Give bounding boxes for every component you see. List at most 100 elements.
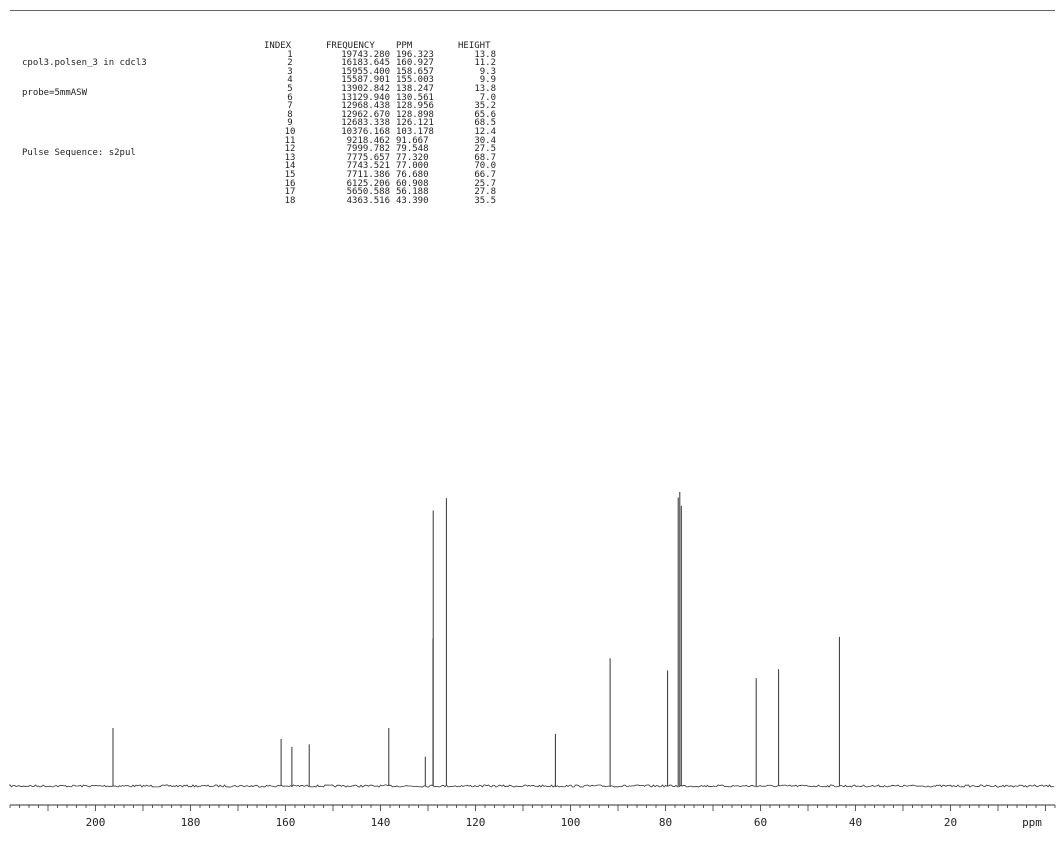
- x-axis-ticks: 200 180 160 140 120 100 80 60 40 20: [9, 805, 1056, 829]
- peak-height: 27.8: [474, 187, 496, 198]
- peak-ppm: 91.667: [396, 135, 429, 146]
- table-row: 15 7711.386 76.680 66.7: [258, 171, 496, 180]
- peak-ppm: 155.003: [396, 75, 434, 86]
- tick-label: 60: [754, 816, 767, 829]
- peak-frequency: 13902.842: [341, 83, 390, 94]
- peak-ppm: 60.908: [396, 178, 429, 189]
- table-row: 17 5650.588 56.188 27.8: [258, 188, 496, 197]
- peak-index: 10: [284, 126, 296, 137]
- table-row: 14 7743.521 77.000 70.0: [258, 162, 496, 171]
- peak-index: 5: [287, 83, 293, 94]
- table-row: 10 10376.168 103.178 12.4: [258, 128, 496, 137]
- peak-ppm: 128.898: [396, 109, 434, 120]
- peak-height: 13.8: [474, 83, 496, 94]
- peak-frequency: 19743.280: [341, 49, 390, 60]
- peak-height: 9.3: [479, 66, 496, 77]
- peak-height: 65.6: [474, 109, 496, 120]
- peak-ppm: 43.390: [396, 195, 429, 206]
- peak-index: 4: [287, 75, 293, 86]
- peak-height: 12.4: [474, 126, 496, 137]
- peak-height: 70.0: [474, 161, 496, 172]
- acquisition-info: cpol3.polsen_3 in cdcl3 probe=5mmASW Pul…: [22, 38, 147, 168]
- probe-info: probe=5mmASW: [22, 88, 88, 98]
- peak-ppm: 130.561: [396, 92, 434, 103]
- peak-index: 6: [287, 92, 293, 103]
- column-header-height: HEIGHT: [458, 41, 491, 51]
- peak-height: 13.8: [474, 49, 496, 60]
- peak-height: 68.7: [474, 152, 496, 163]
- peak-frequency: 13129.940: [341, 92, 390, 103]
- peak-table: INDEX FREQUENCY PPM HEIGHT 1 19743.280 196…: [258, 42, 496, 205]
- peak-ppm: 128.956: [396, 101, 434, 112]
- peak-index: 3: [287, 66, 293, 77]
- tick-label: 160: [276, 816, 296, 829]
- peak-index: 12: [284, 144, 296, 155]
- peak-height: 35.5: [474, 195, 496, 206]
- table-row: 2 16183.645 160.927 11.2: [258, 59, 496, 68]
- peak-index: 7: [287, 101, 293, 112]
- peak-index: 17: [284, 187, 296, 198]
- table-row: 7 12968.438 128.956 35.2: [258, 102, 496, 111]
- top-rule: [10, 10, 1055, 11]
- tick-label: 80: [659, 816, 672, 829]
- table-row: 16 6125.206 60.908 25.7: [258, 178, 496, 189]
- table-row: 11 9218.462 91.667 30.4: [258, 135, 496, 146]
- table-row: 9 12683.338 126.121 68.5: [258, 119, 496, 128]
- peak-height: 68.5: [474, 118, 496, 129]
- spectrum-baseline: [9, 783, 1055, 788]
- peak-frequency: 15587.901: [341, 75, 390, 86]
- peak-index: 14: [284, 161, 296, 172]
- table-row: 8 12962.670 128.898 65.6: [258, 109, 496, 120]
- peak-height: 11.2: [474, 58, 496, 69]
- tick-label: 120: [466, 816, 486, 829]
- table-row: 5 13902.842 138.247 13.8: [258, 85, 496, 94]
- table-row: 1 19743.280 196.323 13.8: [258, 49, 496, 60]
- table-row: 12 7999.782 79.548 27.5: [258, 145, 496, 154]
- column-header-index: INDEX: [264, 41, 292, 51]
- peak-index: 18: [284, 195, 296, 206]
- peak-index: 8: [287, 109, 293, 120]
- peak-height: 30.4: [474, 135, 496, 146]
- peak-ppm: 126.121: [396, 118, 434, 129]
- peaks-layer: [112, 492, 840, 786]
- peak-ppm: 56.188: [396, 187, 429, 198]
- peak-height: 35.2: [474, 101, 496, 112]
- table-row: 4 15587.901 155.003 9.9: [258, 76, 496, 85]
- peak-frequency: 10376.168: [341, 126, 390, 137]
- peak-ppm: 103.178: [396, 126, 434, 137]
- peak-height: 25.7: [474, 178, 496, 189]
- peak-frequency: 4363.516: [346, 195, 390, 206]
- peak-height: 66.7: [474, 169, 496, 180]
- tick-label: 140: [371, 816, 391, 829]
- peak-frequency: 7743.521: [346, 161, 390, 172]
- peak-ppm: 160.927: [396, 58, 434, 69]
- table-row: 6 13129.940 130.561 7.0: [258, 92, 496, 103]
- tick-label: 200: [86, 816, 106, 829]
- peak-frequency: 16183.645: [341, 58, 390, 69]
- sample-name: cpol3.polsen_3 in cdcl3: [22, 58, 147, 68]
- table-row: 18 4363.516 43.390 35.5: [258, 195, 496, 206]
- peak-ppm: 76.680: [396, 169, 429, 180]
- tick-label: 100: [561, 816, 581, 829]
- peak-height: 9.9: [479, 75, 496, 86]
- peak-frequency: 12962.670: [341, 109, 390, 120]
- peak-frequency: 6125.206: [346, 178, 390, 189]
- peak-ppm: 158.657: [396, 66, 434, 77]
- peak-ppm: 77.320: [396, 152, 429, 163]
- peak-ppm: 138.247: [396, 83, 434, 94]
- peak-index: 2: [287, 58, 293, 69]
- peak-height: 27.5: [474, 144, 496, 155]
- peak-index: 1: [287, 49, 293, 60]
- table-row: 3 15955.400 158.657 9.3: [258, 66, 496, 77]
- peak-index: 16: [284, 178, 296, 189]
- tick-label: 180: [181, 816, 201, 829]
- peak-index: 9: [287, 118, 293, 129]
- x-axis-label: ppm: [1022, 816, 1042, 829]
- tick-label: 40: [849, 816, 862, 829]
- column-header-ppm: PPM: [396, 41, 413, 51]
- column-header-frequency: FREQUENCY: [326, 41, 375, 51]
- peak-frequency: 15955.400: [341, 66, 390, 77]
- peak-ppm: 77.000: [396, 161, 429, 172]
- peak-frequency: 7999.782: [346, 144, 390, 155]
